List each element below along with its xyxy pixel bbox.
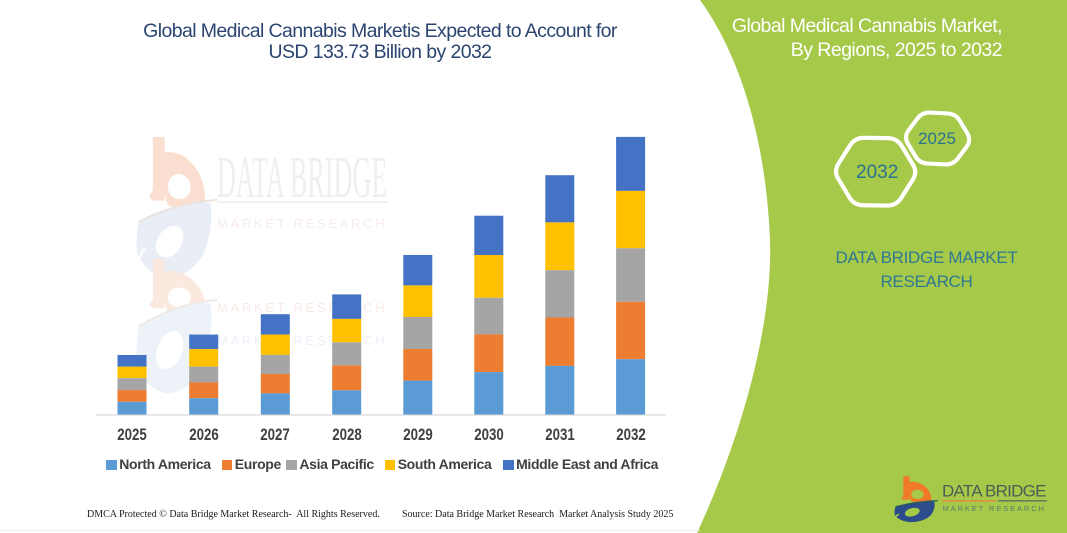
svg-text:DATA BRIDGE: DATA BRIDGE: [942, 482, 1047, 501]
svg-text:MARKET RESEARCH: MARKET RESEARCH: [943, 504, 1046, 513]
